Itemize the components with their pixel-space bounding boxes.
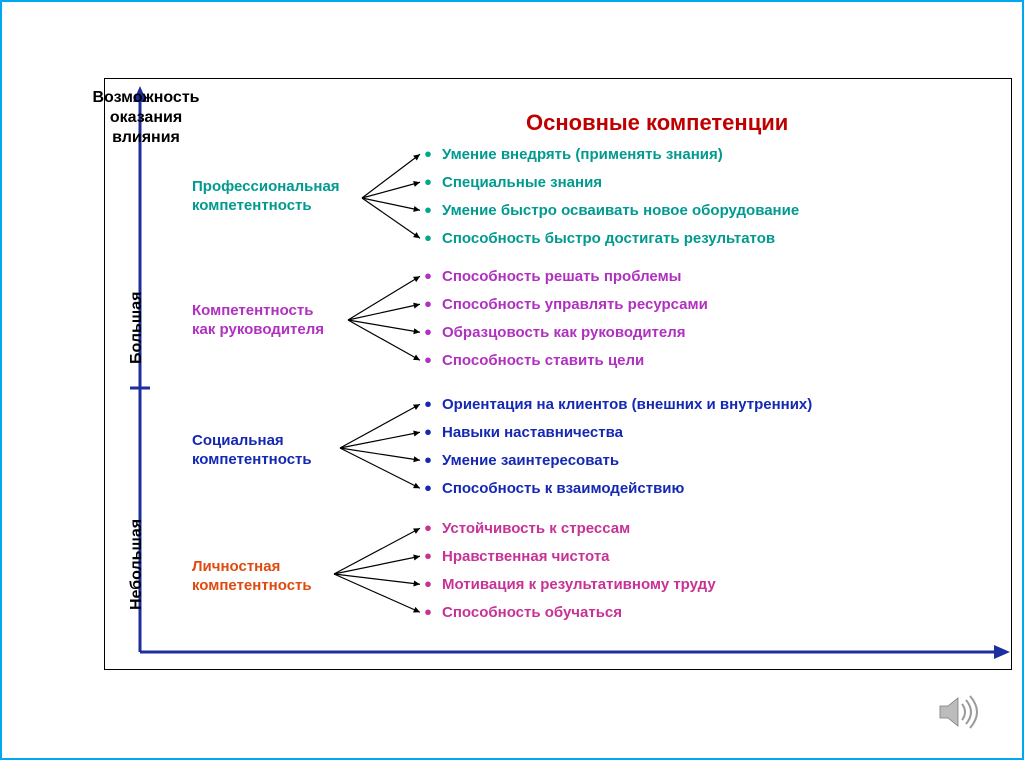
speaker-icon bbox=[936, 692, 980, 737]
item-pers-3: Способность обучаться bbox=[442, 604, 622, 621]
item-soc-2: Умение заинтересовать bbox=[442, 452, 619, 469]
item-pers-0: Устойчивость к стрессам bbox=[442, 520, 630, 537]
item-soc-1: Навыки наставничества bbox=[442, 424, 623, 441]
item-prof-0: Умение внедрять (применять знания) bbox=[442, 146, 723, 163]
y-axis-label-0: Большая bbox=[128, 292, 146, 364]
item-prof-3: Способность быстро достигать результатов bbox=[442, 230, 775, 247]
text-layer: Возможностьоказаниявлияния Основные компе… bbox=[0, 0, 1024, 767]
item-mgr-1: Способность управлять ресурсами bbox=[442, 296, 708, 313]
item-prof-2: Умение быстро осваивать новое оборудован… bbox=[442, 202, 799, 219]
group-label-mgr: Компетентностькак руководителя bbox=[192, 302, 324, 340]
item-mgr-2: Образцовость как руководителя bbox=[442, 324, 686, 341]
group-label-prof: Профессиональнаякомпетентность bbox=[192, 178, 340, 216]
axis-title: Возможностьоказаниявлияния bbox=[93, 88, 200, 148]
y-axis-label-1: Небольшая bbox=[128, 519, 146, 610]
group-label-pers: Личностнаякомпетентность bbox=[192, 558, 312, 596]
main-title: Основные компетенции bbox=[526, 110, 788, 136]
group-label-soc: Социальнаякомпетентность bbox=[192, 432, 312, 470]
item-prof-1: Специальные знания bbox=[442, 174, 602, 191]
item-soc-0: Ориентация на клиентов (внешних и внутре… bbox=[442, 396, 812, 413]
item-pers-2: Мотивация к результативному труду bbox=[442, 576, 716, 593]
item-mgr-0: Способность решать проблемы bbox=[442, 268, 681, 285]
item-pers-1: Нравственная чистота bbox=[442, 548, 610, 565]
item-soc-3: Способность к взаимодействию bbox=[442, 480, 684, 497]
item-mgr-3: Способность ставить цели bbox=[442, 352, 644, 369]
